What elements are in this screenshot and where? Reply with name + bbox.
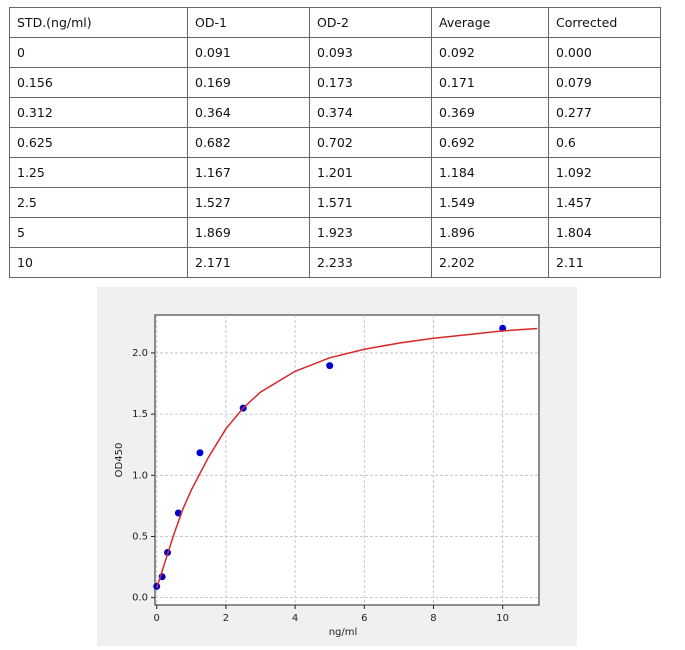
table-cell: 2.202 [431,247,549,278]
table-cell: 2.171 [187,247,310,278]
x-tick-label: 4 [292,613,298,624]
table-cell: 1.804 [548,217,661,248]
table-cell: Average [431,7,549,38]
table-cell: 0.692 [431,127,549,158]
table-cell: 1.25 [9,157,188,188]
table-cell: 1.527 [187,187,310,218]
table-cell: 0.369 [431,97,549,128]
y-tick-label: 0.5 [132,531,148,542]
table-cell: 1.869 [187,217,310,248]
y-axis-label: OD450 [114,443,125,478]
x-tick-label: 2 [223,613,229,624]
x-tick-label: 0 [154,613,160,624]
y-tick-label: 2.0 [132,348,148,359]
table-cell: 1.167 [187,157,310,188]
chart-panel: ng/ml OD450 0 2 4 6 8 10 0.0 0.5 1.0 1.5 2.0 [97,287,577,646]
plot-area [154,314,540,606]
table-row: STD.(ng/ml) OD-1 OD-2 Average Corrected [9,7,661,38]
table-cell: 10 [9,247,188,278]
y-tick-label: 0.0 [132,593,148,604]
table-cell: 0.092 [431,37,549,68]
data-point [499,324,507,332]
table-row: 0.312 0.364 0.374 0.369 0.277 [9,97,661,128]
table-row: 5 1.869 1.923 1.896 1.804 [9,217,661,248]
table-cell: 1.923 [309,217,432,248]
table-cell: OD-2 [309,7,432,38]
table-cell: 2.5 [9,187,188,218]
x-tick-label: 8 [430,613,436,624]
table-row: 2.5 1.527 1.571 1.549 1.457 [9,187,661,218]
table-cell: 0.277 [548,97,661,128]
table-row: 10 2.171 2.233 2.202 2.11 [9,247,661,278]
table-cell: 0.171 [431,67,549,98]
table-cell: 0.374 [309,97,432,128]
table-cell: 1.092 [548,157,661,188]
fit-curve [156,327,538,589]
table-cell: 0.000 [548,37,661,68]
table-cell: 1.549 [431,187,549,218]
table-row: 1.25 1.167 1.201 1.184 1.092 [9,157,661,188]
table-cell: 0 [9,37,188,68]
table-cell: 0.079 [548,67,661,98]
data-point [196,449,204,457]
table-cell: 1.571 [309,187,432,218]
table-cell: 0.6 [548,127,661,158]
table-cell: Corrected [548,7,661,38]
table-row: 0.625 0.682 0.702 0.692 0.6 [9,127,661,158]
table-cell: 5 [9,217,188,248]
table-cell: 0.312 [9,97,188,128]
table-cell: 0.702 [309,127,432,158]
x-tick-label: 10 [496,613,509,624]
table-cell: 1.457 [548,187,661,218]
table-cell: 0.169 [187,67,310,98]
table-cell: 2.233 [309,247,432,278]
table-cell: 0.091 [187,37,310,68]
table-cell: 1.896 [431,217,549,248]
table-cell: 2.11 [548,247,661,278]
table-cell: 1.201 [309,157,432,188]
table-cell: 0.173 [309,67,432,98]
x-tick-label: 6 [361,613,367,624]
y-tick-label: 1.5 [132,409,148,420]
table-cell: 0.093 [309,37,432,68]
table-cell: 1.184 [431,157,549,188]
x-axis-label: ng/ml [329,627,358,638]
table-cell: STD.(ng/ml) [9,7,188,38]
y-tick-label: 1.0 [132,470,148,481]
table-row: 0.156 0.169 0.173 0.171 0.079 [9,67,661,98]
table-cell: 0.364 [187,97,310,128]
table-cell: 0.682 [187,127,310,158]
data-point [326,362,334,370]
chart: ng/ml OD450 0 2 4 6 8 10 0.0 0.5 1.0 1.5 2.0 [114,314,540,638]
table-cell: 0.625 [9,127,188,158]
table-cell: 0.156 [9,67,188,98]
table-row: 0 0.091 0.093 0.092 0.000 [9,37,661,68]
data-table: STD.(ng/ml) OD-1 OD-2 Average Corrected 0 0.09… [9,7,661,278]
table-cell: OD-1 [187,7,310,38]
